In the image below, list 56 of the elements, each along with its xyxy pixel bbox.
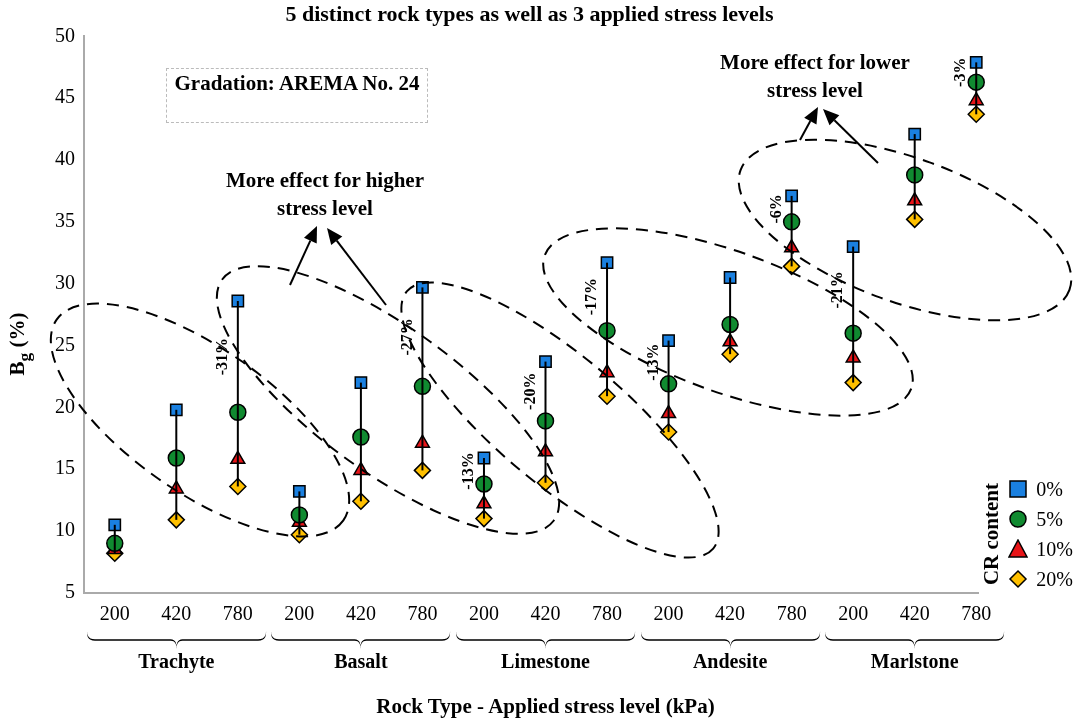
x-tick-label: 420 [345, 602, 376, 625]
x-tick-label: 780 [776, 602, 807, 625]
x-tick-label: 420 [161, 602, 192, 625]
y-tick-label: 50 [55, 23, 75, 46]
x-tick-label: 200 [653, 602, 684, 625]
y-tick-label: 45 [55, 85, 75, 108]
point [723, 271, 737, 284]
point [108, 518, 122, 532]
annotation: -13% [459, 452, 477, 490]
y-tick-label: 20 [55, 394, 75, 417]
text: Limestone [501, 649, 591, 672]
point [169, 403, 183, 417]
x-tick-label: 200 [284, 602, 315, 625]
x-tick-label: 780 [592, 602, 623, 625]
text: Trachyte [138, 649, 215, 673]
x-tick-label: 420 [715, 602, 746, 625]
x-tick-label: 420 [530, 602, 561, 625]
text: Basalt [334, 649, 388, 672]
annotation: -20% [520, 372, 538, 410]
annotation: -21% [828, 271, 846, 309]
annotation: -13% [643, 343, 661, 381]
x-axis-title: Rock Type - Applied stress level (kPa) [376, 693, 715, 718]
y-tick-label: 35 [55, 209, 75, 232]
legend-label: 0% [1036, 477, 1063, 501]
chart-title: 5 distinct rock types as well as 3 applied stress levels [285, 0, 774, 26]
y-tick-label: 25 [55, 332, 75, 355]
annotation: -3% [951, 57, 969, 87]
annotation: -6% [766, 194, 784, 224]
annotation: -31% [212, 337, 230, 376]
y-tick-label: 15 [55, 456, 75, 479]
x-tick-label: 420 [899, 602, 930, 625]
x-tick-label: 200 [99, 602, 130, 625]
legend-title: CR content [979, 482, 1005, 586]
x-tick-label: 780 [407, 602, 438, 625]
y-tick-label: 10 [55, 518, 75, 541]
x-tick-label: 200 [838, 602, 869, 625]
x-tick-label: 780 [961, 602, 992, 625]
point [354, 376, 368, 390]
x-tick-label: 200 [468, 602, 499, 625]
annotation: Gradation: AREMA No. 24 [166, 68, 428, 123]
point [292, 485, 306, 498]
y-tick-label: 5 [65, 580, 75, 603]
x-tick-label: 780 [222, 602, 253, 625]
annotation: More effect for lower stress level [719, 49, 911, 104]
point [785, 189, 799, 203]
y-tick-label: 30 [55, 270, 75, 293]
legend-label: 10% [1036, 537, 1073, 561]
point [969, 55, 983, 69]
text: Marlstone [870, 649, 959, 672]
annotation: -17% [582, 278, 600, 316]
legend-label: 5% [1036, 507, 1063, 531]
text: Andesite [692, 649, 768, 672]
annotation: More effect for higher stress level [224, 167, 425, 222]
point [846, 240, 860, 253]
y-tick-label: 40 [55, 147, 75, 170]
legend-label: 20% [1036, 567, 1073, 591]
